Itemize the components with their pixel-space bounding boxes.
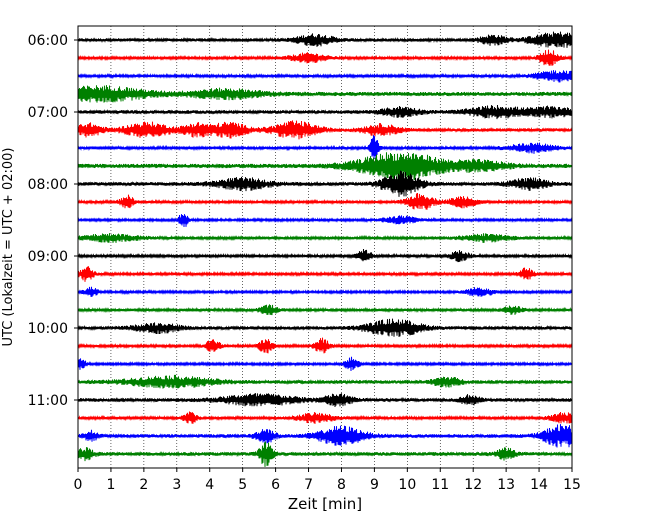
x-tick-label: 3 xyxy=(172,477,181,493)
plot-background xyxy=(78,26,572,468)
x-tick-label: 9 xyxy=(370,477,379,493)
trace-row-1130 xyxy=(77,424,573,448)
trace-row-0815 xyxy=(77,192,573,210)
y-axis-title: UTC (Lokalzeit = UTC + 02:00) xyxy=(1,148,16,347)
x-tick-label: 5 xyxy=(238,477,247,493)
x-tick-label: 0 xyxy=(74,477,83,493)
x-axis-ticks: 0 1 2 3 4 5 6 7 8 9 10 11 12 13 14 15 xyxy=(74,468,581,493)
trace-row-0915 xyxy=(77,266,573,282)
trace-row-1045 xyxy=(77,374,573,389)
trace-row-0615 xyxy=(77,49,573,66)
y-tick-label: 11:00 xyxy=(28,393,68,409)
trace-row-1030 xyxy=(77,356,573,372)
x-tick-label: 4 xyxy=(205,477,214,493)
trace-row-0730 xyxy=(77,135,573,160)
x-tick-label: 8 xyxy=(337,477,346,493)
trace-row-0700 xyxy=(77,104,573,120)
trace-row-0745 xyxy=(77,152,573,181)
x-tick-label: 10 xyxy=(398,477,416,493)
trace-row-0800 xyxy=(77,170,573,197)
x-tick-label: 12 xyxy=(464,477,482,493)
trace-row-1100 xyxy=(77,393,573,408)
trace-row-0845 xyxy=(77,233,573,243)
trace-row-1145 xyxy=(77,441,573,467)
x-tick-label: 13 xyxy=(497,477,515,493)
trace-row-1115 xyxy=(77,411,573,424)
x-tick-label: 14 xyxy=(530,477,548,493)
y-tick-label: 07:00 xyxy=(28,105,68,121)
y-tick-label: 06:00 xyxy=(28,33,68,49)
x-tick-label: 7 xyxy=(304,477,313,493)
trace-row-0715 xyxy=(77,120,573,140)
y-tick-label: 09:00 xyxy=(28,249,68,265)
trace-row-0900 xyxy=(77,248,573,263)
x-tick-label: 2 xyxy=(139,477,148,493)
x-tick-label: 15 xyxy=(563,477,581,493)
x-tick-label: 11 xyxy=(431,477,449,493)
x-tick-label: 6 xyxy=(271,477,280,493)
x-axis-title: Zeit [min] xyxy=(288,495,362,513)
x-tick-label: 1 xyxy=(106,477,115,493)
trace-row-0945 xyxy=(77,304,573,316)
y-axis-ticks: 06:00 07:00 08:00 09:00 10:00 11:00 xyxy=(28,33,78,409)
trace-row-1000 xyxy=(77,318,573,337)
y-tick-label: 08:00 xyxy=(28,177,68,193)
trace-row-1015 xyxy=(77,337,573,354)
plot-frame xyxy=(77,25,573,469)
trace-row-0645 xyxy=(77,85,573,103)
trace-row-0830 xyxy=(77,214,573,228)
trace-row-0600 xyxy=(77,31,573,48)
seismic-traces xyxy=(77,31,573,467)
trace-row-0630 xyxy=(77,70,573,83)
y-tick-label: 10:00 xyxy=(28,321,68,337)
trace-row-0930 xyxy=(77,286,573,297)
